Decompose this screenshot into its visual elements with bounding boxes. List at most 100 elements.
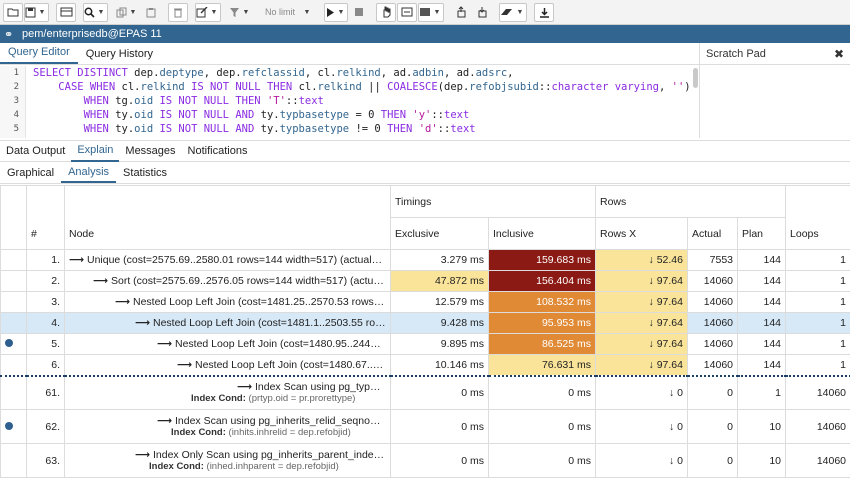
tab-query-editor[interactable]: Query Editor [0, 46, 78, 64]
scrollbar-thumb[interactable] [693, 68, 698, 88]
edit-button[interactable]: ▼ [195, 2, 221, 22]
tab-messages[interactable]: Messages [125, 145, 176, 157]
explain-analyze-button[interactable] [397, 2, 417, 22]
copy-button[interactable]: ▼ [115, 3, 140, 22]
table-row-selected[interactable]: 4. ⟶ Nested Loop Left Join (cost=1481.1.… [0, 312, 850, 334]
inclusive-cell: 0 ms [488, 375, 596, 410]
row-limit-value: No limit [265, 7, 296, 17]
exclusive-cell: 9.895 ms [390, 333, 489, 355]
tab-query-history[interactable]: Query History [85, 48, 153, 60]
explain-options-button[interactable]: ▼ [418, 2, 444, 22]
node-cell: ⟶ Index Scan using pg_inherits_relid_seq… [64, 409, 391, 444]
actual-cell: 7553 [687, 249, 738, 271]
table-row[interactable]: 6. ⟶ Nested Loop Left Join (cost=1480.67… [0, 354, 850, 377]
loops-cell: 1 [785, 270, 850, 292]
commit-button[interactable] [451, 3, 471, 22]
rows-x-cell: ↓ 0 [595, 443, 688, 478]
rows-x-cell: ↓ 97.64 [595, 333, 688, 355]
actual-cell: 14060 [687, 333, 738, 355]
find-button[interactable]: ▼ [83, 2, 108, 22]
node-cell: ⟶ Sort (cost=2575.69..2576.05 rows=144 w… [64, 270, 391, 292]
loops-cell: 1 [785, 333, 850, 355]
inclusive-cell: 0 ms [488, 443, 596, 478]
delete-button[interactable] [168, 2, 188, 22]
node-text: Sort (cost=2575.69..2576.05 rows=144 wid… [110, 275, 386, 287]
code-line-5: WHEN ty.oid IS NOT NULL AND ty.typbasety… [83, 123, 476, 135]
edit-icon [196, 6, 208, 17]
line-number: 4 [13, 110, 19, 120]
node-text: Nested Loop Left Join (cost=1481.1..2503… [152, 317, 386, 329]
table-row[interactable]: 62. ⟶ Index Scan using pg_inherits_relid… [0, 409, 850, 444]
paste-button[interactable] [141, 3, 161, 22]
inclusive-cell: 76.631 ms [488, 354, 596, 377]
rows-x-cell: ↓ 0 [595, 409, 688, 444]
trash-icon [174, 8, 182, 17]
download-button[interactable] [534, 2, 554, 22]
code-line-3: WHEN tg.oid IS NOT NULL THEN 'T'::text [83, 95, 324, 107]
editor-scrollbar[interactable] [691, 66, 699, 138]
plan-cell: 144 [736, 312, 787, 334]
tab-data-output[interactable]: Data Output [6, 145, 66, 157]
row-number: 5. [26, 333, 65, 355]
stop-button[interactable] [349, 3, 369, 22]
filter-button[interactable]: ▼ [228, 3, 253, 22]
column-header-hash: # [26, 185, 65, 250]
line-number: 5 [13, 124, 19, 134]
chevron-down-icon: ▼ [242, 8, 250, 16]
table-row[interactable]: 63. ⟶ Index Only Scan using pg_inherits_… [0, 443, 850, 478]
table-icon [60, 7, 72, 17]
line-number: 3 [13, 96, 19, 106]
column-marker [0, 185, 27, 250]
row-marker [0, 249, 27, 271]
column-header-loops: Loops [785, 185, 850, 250]
row-marker [0, 443, 27, 478]
row-limit-select[interactable]: No limit ▼ [260, 3, 318, 22]
table-row[interactable]: 3. ⟶ Nested Loop Left Join (cost=1481.25… [0, 291, 850, 313]
line-number: 1 [13, 68, 19, 78]
save-button[interactable]: ▼ [24, 2, 49, 22]
rows-x-cell: ↓ 97.64 [595, 291, 688, 313]
column-header-inclusive: Inclusive [488, 217, 596, 250]
hand-icon [383, 6, 390, 18]
table-row[interactable]: 5. ⟶ Nested Loop Left Join (cost=1480.95… [0, 333, 850, 355]
tab-explain[interactable]: Explain [71, 141, 120, 162]
save-data-button[interactable] [56, 2, 76, 22]
node-text: Nested Loop Left Join (cost=1481.25..257… [132, 296, 386, 308]
inclusive-cell: 86.525 ms [488, 333, 596, 355]
table-row[interactable]: 61. ⟶ Index Scan using pg_type_oid_index… [0, 375, 850, 410]
close-icon[interactable]: ✖ [833, 46, 844, 61]
output-tab-strip: Data Output Explain Messages Notificatio… [0, 140, 850, 162]
tab-statistics[interactable]: Statistics [123, 167, 168, 179]
rows-x-cell: ↓ 97.64 [595, 354, 688, 377]
paste-icon [146, 7, 156, 17]
code-line-4: WHEN ty.oid IS NOT NULL AND ty.typbasety… [83, 109, 470, 121]
rollback-button[interactable] [472, 3, 492, 22]
sql-code: SELECT DISTINCT dep.deptype, dep.refclas… [33, 66, 691, 136]
explain-button[interactable] [376, 2, 396, 22]
row-number: 62. [26, 409, 65, 444]
column-header-rows-x: Rows X [595, 217, 688, 250]
node-cell: ⟶ Nested Loop Left Join (cost=1481.1..25… [64, 312, 391, 334]
sql-editor[interactable]: 1 2 3 4 5 SELECT DISTINCT dep.deptype, d… [0, 66, 699, 138]
explain-tab-strip: Graphical Analysis Statistics [0, 163, 850, 184]
tab-analysis[interactable]: Analysis [61, 163, 117, 183]
plan-cell: 10 [736, 443, 787, 478]
arrow-right-icon: ⟶ [93, 275, 109, 287]
arrow-right-icon: ⟶ [69, 254, 85, 266]
bullet-icon [5, 339, 13, 347]
row-number: 6. [26, 354, 65, 377]
tab-graphical[interactable]: Graphical [7, 167, 55, 179]
chevron-down-icon: ▼ [303, 8, 311, 16]
line-number: 2 [13, 82, 19, 92]
open-file-button[interactable] [3, 2, 23, 22]
execute-button[interactable]: ▼ [324, 2, 348, 22]
actual-cell: 14060 [687, 291, 738, 313]
connection-bar[interactable]: ⚭ pem/enterprisedb@EPAS 11 [0, 25, 850, 43]
arrow-right-icon: ⟶ [177, 358, 193, 371]
tab-notifications[interactable]: Notifications [187, 145, 248, 157]
clear-button[interactable]: ▼ [499, 2, 527, 22]
table-row[interactable]: 2. ⟶ Sort (cost=2575.69..2576.05 rows=14… [0, 270, 850, 292]
table-row[interactable]: 1. ⟶ Unique (cost=2575.69..2580.01 rows=… [0, 249, 850, 271]
row-marker [0, 354, 27, 377]
rows-x-cell: ↓ 97.64 [595, 270, 688, 292]
